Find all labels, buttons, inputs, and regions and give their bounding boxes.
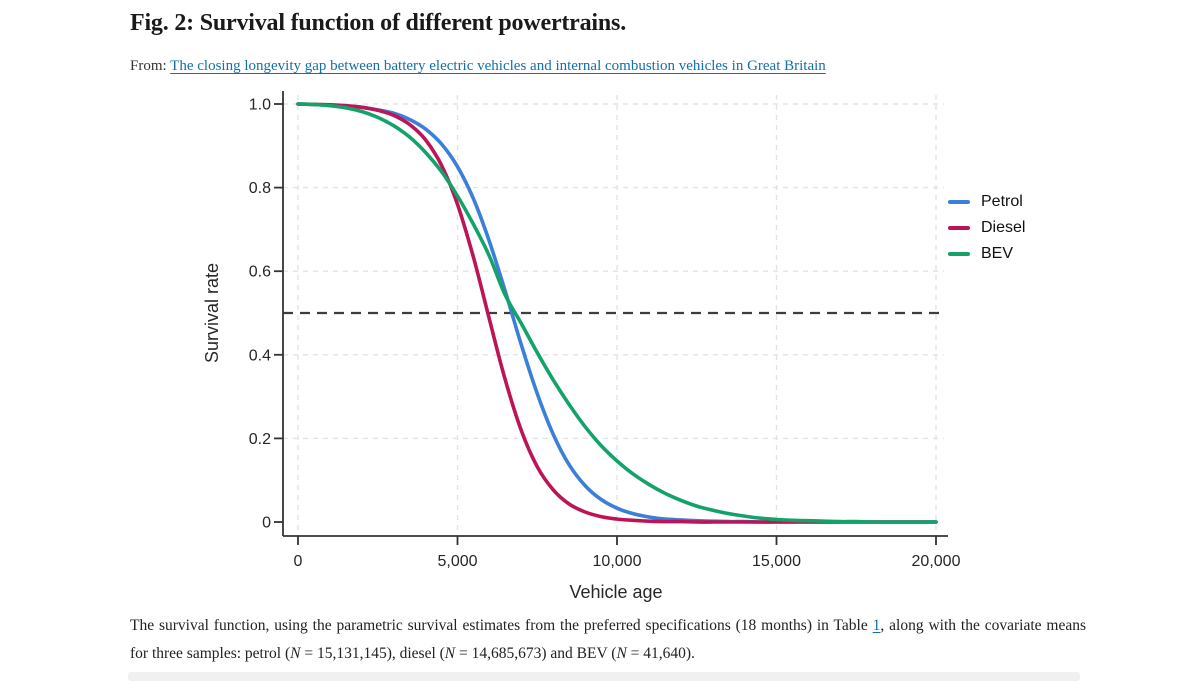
caption-italic-n: N xyxy=(616,645,627,662)
x-tick-label: 20,000 xyxy=(912,553,961,570)
legend-item-petrol: Petrol xyxy=(948,189,1025,215)
caption-italic-n: N xyxy=(444,645,456,662)
figure-source-line: From: The closing longevity gap between … xyxy=(130,58,826,75)
legend-item-bev: BEV xyxy=(948,241,1025,267)
table-1-link[interactable]: 1 xyxy=(872,617,881,634)
x-tick-label: 0 xyxy=(294,553,303,570)
legend-label: Petrol xyxy=(981,193,1023,210)
x-axis-title: Vehicle age xyxy=(569,582,662,602)
series-layer xyxy=(296,102,938,524)
caption-text: = 41,640). xyxy=(626,645,695,662)
legend-item-diesel: Diesel xyxy=(948,215,1025,241)
legend-label: Diesel xyxy=(981,219,1026,236)
from-label: From: xyxy=(130,58,167,74)
x-tick-label: 10,000 xyxy=(593,553,642,570)
y-tick-label: 0 xyxy=(262,515,271,532)
caption-text: The survival function, using the paramet… xyxy=(130,617,873,634)
y-tick-label: 0.6 xyxy=(249,264,271,281)
y-axis-title: Survival rate xyxy=(202,263,222,363)
x-tick-label: 5,000 xyxy=(437,553,477,570)
y-tick-label: 1.0 xyxy=(249,97,271,114)
caption-text: = 15,131,145), diesel ( xyxy=(300,645,445,662)
caption-italic-n: N xyxy=(290,645,301,662)
caption-text: , along with the covariate means for thr… xyxy=(130,617,1086,662)
legend-swatch xyxy=(948,199,970,205)
y-tick-label: 0.8 xyxy=(249,180,271,197)
figure-caption: The survival function, using the paramet… xyxy=(130,612,1086,668)
caption-text: = 14,685,673) and BEV ( xyxy=(455,645,617,662)
grid-layer xyxy=(283,95,944,536)
survival-chart: 0 5,000 10,000 15,000 20,000 0 0.2 0.4 0.6 0.8 1.0… xyxy=(202,91,961,602)
chart-legend: Petrol Diesel BEV xyxy=(948,189,1025,267)
x-tick-label: 15,000 xyxy=(752,553,801,570)
legend-swatch xyxy=(948,251,970,257)
series-line-bev xyxy=(296,102,938,524)
chart-area: 0 5,000 10,000 15,000 20,000 0 0.2 0.4 0.6 0.8 1.0… xyxy=(0,85,1200,610)
next-section-edge xyxy=(128,672,1080,681)
source-article-link[interactable]: The closing longevity gap between batter… xyxy=(170,58,826,74)
y-tick-label: 0.2 xyxy=(249,431,271,448)
legend-label: BEV xyxy=(981,245,1014,262)
tick-layer: 0 5,000 10,000 15,000 20,000 0 0.2 0.4 0.6 0.8 1.0 xyxy=(249,97,961,571)
y-tick-label: 0.4 xyxy=(249,347,271,364)
axis-layer xyxy=(282,91,948,537)
legend-swatch xyxy=(948,225,970,231)
figure-title: Fig. 2: Survival function of different p… xyxy=(130,10,626,36)
